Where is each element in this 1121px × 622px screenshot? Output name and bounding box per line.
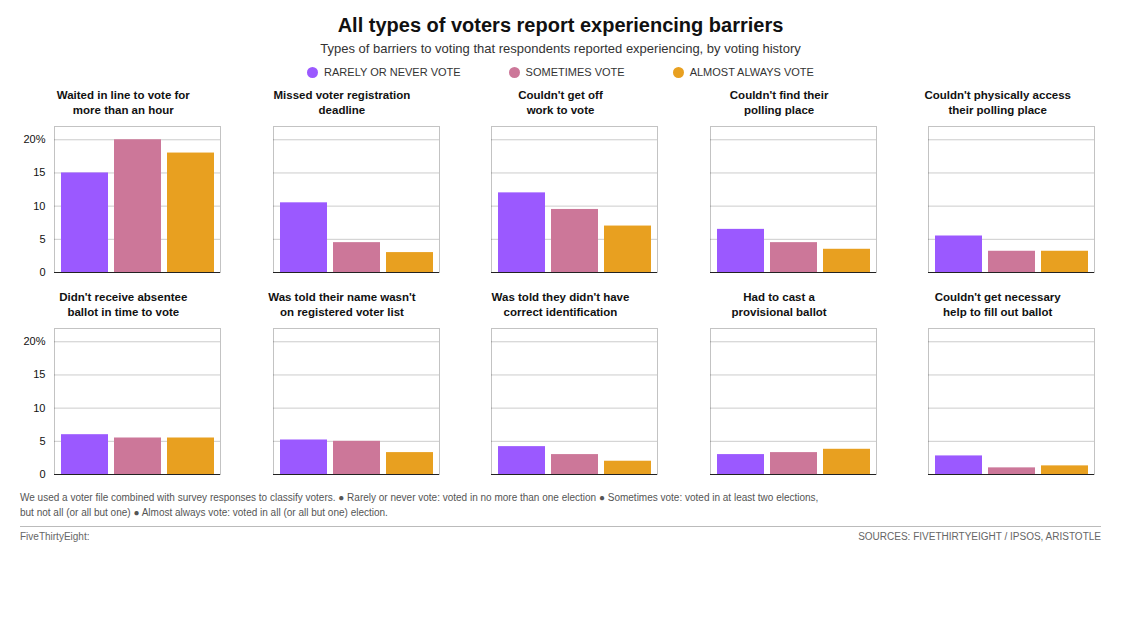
html-text:Types of barriers to voting th: Types of barriers to voting that respond… bbox=[320, 41, 801, 56]
html-text:ALMOST ALWAYS VOTE: ALMOST ALWAYS VOTE bbox=[689, 66, 814, 78]
html-text:Couldn't get off work to vote: Couldn't get off work to vote bbox=[518, 89, 603, 116]
html-text:RARELY OR NEVER VOTE: RARELY OR NEVER VOTE bbox=[324, 66, 461, 78]
svg-text:15: 15 bbox=[33, 368, 45, 380]
svg-text:5: 5 bbox=[39, 233, 45, 245]
html-text:FiveThirtyEight:: FiveThirtyEight: bbox=[20, 531, 90, 542]
html-text:Was told they didn't have corr: Was told they didn't have correct identi… bbox=[491, 291, 630, 318]
html-text:Missed voter registration dead: Missed voter registration deadline bbox=[273, 89, 411, 116]
html-text:Waited in line to vote for mor: Waited in line to vote for more than an … bbox=[56, 89, 190, 116]
svg-text:5: 5 bbox=[39, 435, 45, 447]
svg-text:0: 0 bbox=[39, 266, 45, 278]
html-text:SOMETIMES VOTE: SOMETIMES VOTE bbox=[525, 66, 625, 78]
html-text:We used a voter file combined: We used a voter file combined with surve… bbox=[20, 492, 819, 503]
html-text:Had to cast a provisional ball: Had to cast a provisional ballot bbox=[731, 291, 827, 318]
svg-text:10: 10 bbox=[33, 200, 45, 212]
svg-text:15: 15 bbox=[33, 166, 45, 178]
html-text:but not all (or all but one) ●: but not all (or all but one) ● Almost al… bbox=[20, 507, 388, 518]
svg-text:10: 10 bbox=[33, 402, 45, 414]
svg-text:20%: 20% bbox=[23, 133, 45, 145]
html-text:Was told their name wasn't on: Was told their name wasn't on registered… bbox=[268, 291, 416, 318]
svg-text:0: 0 bbox=[39, 468, 45, 480]
html-text:Couldn't physically access the: Couldn't physically access their polling… bbox=[924, 89, 1071, 116]
html-text:Couldn't find their polling pl: Couldn't find their polling place bbox=[729, 89, 829, 116]
html-text:SOURCES: FIVETHIRTYEIGHT / IPS: SOURCES: FIVETHIRTYEIGHT / IPSOS, ARISTO… bbox=[858, 531, 1101, 542]
svg-text:20%: 20% bbox=[23, 335, 45, 347]
html-text:Couldn't get necessary help to: Couldn't get necessary help to fill out … bbox=[934, 291, 1061, 318]
html-text:Didn't receive absentee ballot: Didn't receive absentee ballot in time t… bbox=[59, 291, 188, 318]
html-text:All types of voters report exp: All types of voters report experiencing … bbox=[337, 14, 784, 36]
